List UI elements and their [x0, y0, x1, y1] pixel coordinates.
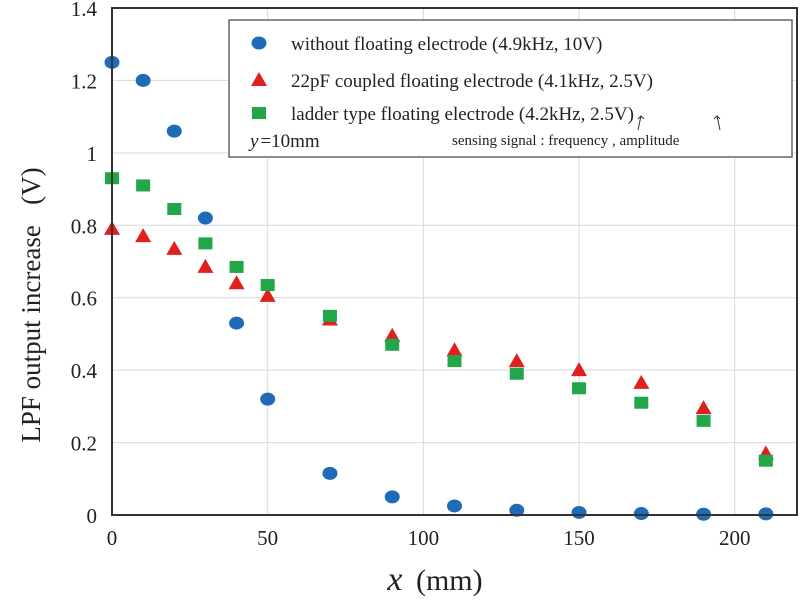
data-point-square [572, 382, 587, 395]
data-point-circle [260, 392, 276, 406]
data-point-square [634, 396, 649, 409]
y-tick-label: 0 [87, 504, 98, 528]
y-tick-label: 0.2 [71, 432, 97, 456]
data-point-circle [758, 507, 774, 521]
data-point-square [136, 179, 151, 192]
data-point-triangle [695, 400, 712, 415]
data-point-circle [571, 505, 587, 519]
data-point-square [229, 260, 244, 273]
data-point-circle [197, 211, 213, 225]
data-point-square [322, 309, 337, 322]
legend-condition: y =10mm [248, 131, 320, 152]
data-point-triangle [228, 275, 245, 290]
data-point-square [447, 355, 462, 368]
legend-marker-square [252, 107, 266, 119]
data-point-circle [384, 490, 400, 504]
data-point-circle [135, 73, 151, 87]
data-point-triangle [633, 374, 650, 389]
data-point-circle [509, 503, 525, 517]
y-tick-label: 0.6 [71, 287, 97, 311]
data-point-triangle [135, 228, 152, 243]
legend-entry: without floating electrode (4.9kHz, 10V) [291, 34, 602, 55]
data-point-square [198, 237, 213, 250]
x-tick-label: 0 [107, 526, 118, 550]
x-tick-labels: 0 50 100 150 200 [107, 526, 751, 550]
legend-marker-triangle [251, 72, 267, 86]
data-point-triangle [166, 240, 183, 255]
data-point-triangle [508, 353, 525, 368]
legend: without floating electrode (4.9kHz, 10V)… [228, 19, 793, 158]
y-tick-label: 1 [87, 142, 98, 166]
data-point-square [260, 279, 275, 292]
x-tick-label: 50 [257, 526, 278, 550]
data-point-circle [166, 124, 182, 138]
data-point-square [385, 338, 400, 351]
data-point-square [167, 202, 182, 215]
frequency-arrow-icon [637, 115, 645, 131]
data-point-circle [229, 316, 245, 330]
legend-entry: ladder type floating electrode (4.2kHz, … [291, 104, 634, 125]
legend-box [228, 19, 793, 158]
y-tick-label: 1.4 [71, 0, 98, 21]
data-point-circle [633, 507, 649, 521]
data-point-triangle [384, 327, 401, 342]
data-point-triangle [197, 258, 214, 273]
plot-frame [111, 7, 798, 516]
x-tick-label: 200 [719, 526, 751, 550]
y-tick-label: 0.8 [71, 214, 97, 238]
legend-marker-circle [251, 36, 267, 50]
data-point-square [696, 414, 711, 427]
condition-value: =10mm [260, 131, 319, 152]
data-point-triangle [446, 342, 463, 357]
data-point-circle [447, 499, 462, 513]
x-axis-label: x (mm) [386, 561, 482, 598]
y-tick-label: 0.4 [71, 359, 98, 383]
x-axis-unit: (mm) [416, 564, 483, 597]
legend-entry: 22pF coupled floating electrode (4.1kHz,… [291, 71, 653, 92]
y-tick-label: 1.2 [71, 69, 97, 93]
x-tick-label: 100 [408, 526, 440, 550]
data-point-triangle [571, 362, 588, 377]
amplitude-arrow-icon [713, 115, 721, 131]
y-tick-labels: 0 0.2 0.4 0.6 0.8 1 1.2 1.4 [71, 0, 98, 528]
condition-variable: y [248, 131, 259, 152]
y-axis-label: LPF output increase (V) [16, 167, 46, 442]
x-axis-variable: x [386, 561, 402, 598]
data-point-square [758, 454, 773, 467]
data-point-square [509, 367, 524, 380]
data-point-circle [322, 466, 338, 480]
x-tick-label: 150 [563, 526, 595, 550]
legend-note: sensing signal : frequency , amplitude [452, 133, 680, 149]
data-point-triangle [259, 287, 276, 302]
